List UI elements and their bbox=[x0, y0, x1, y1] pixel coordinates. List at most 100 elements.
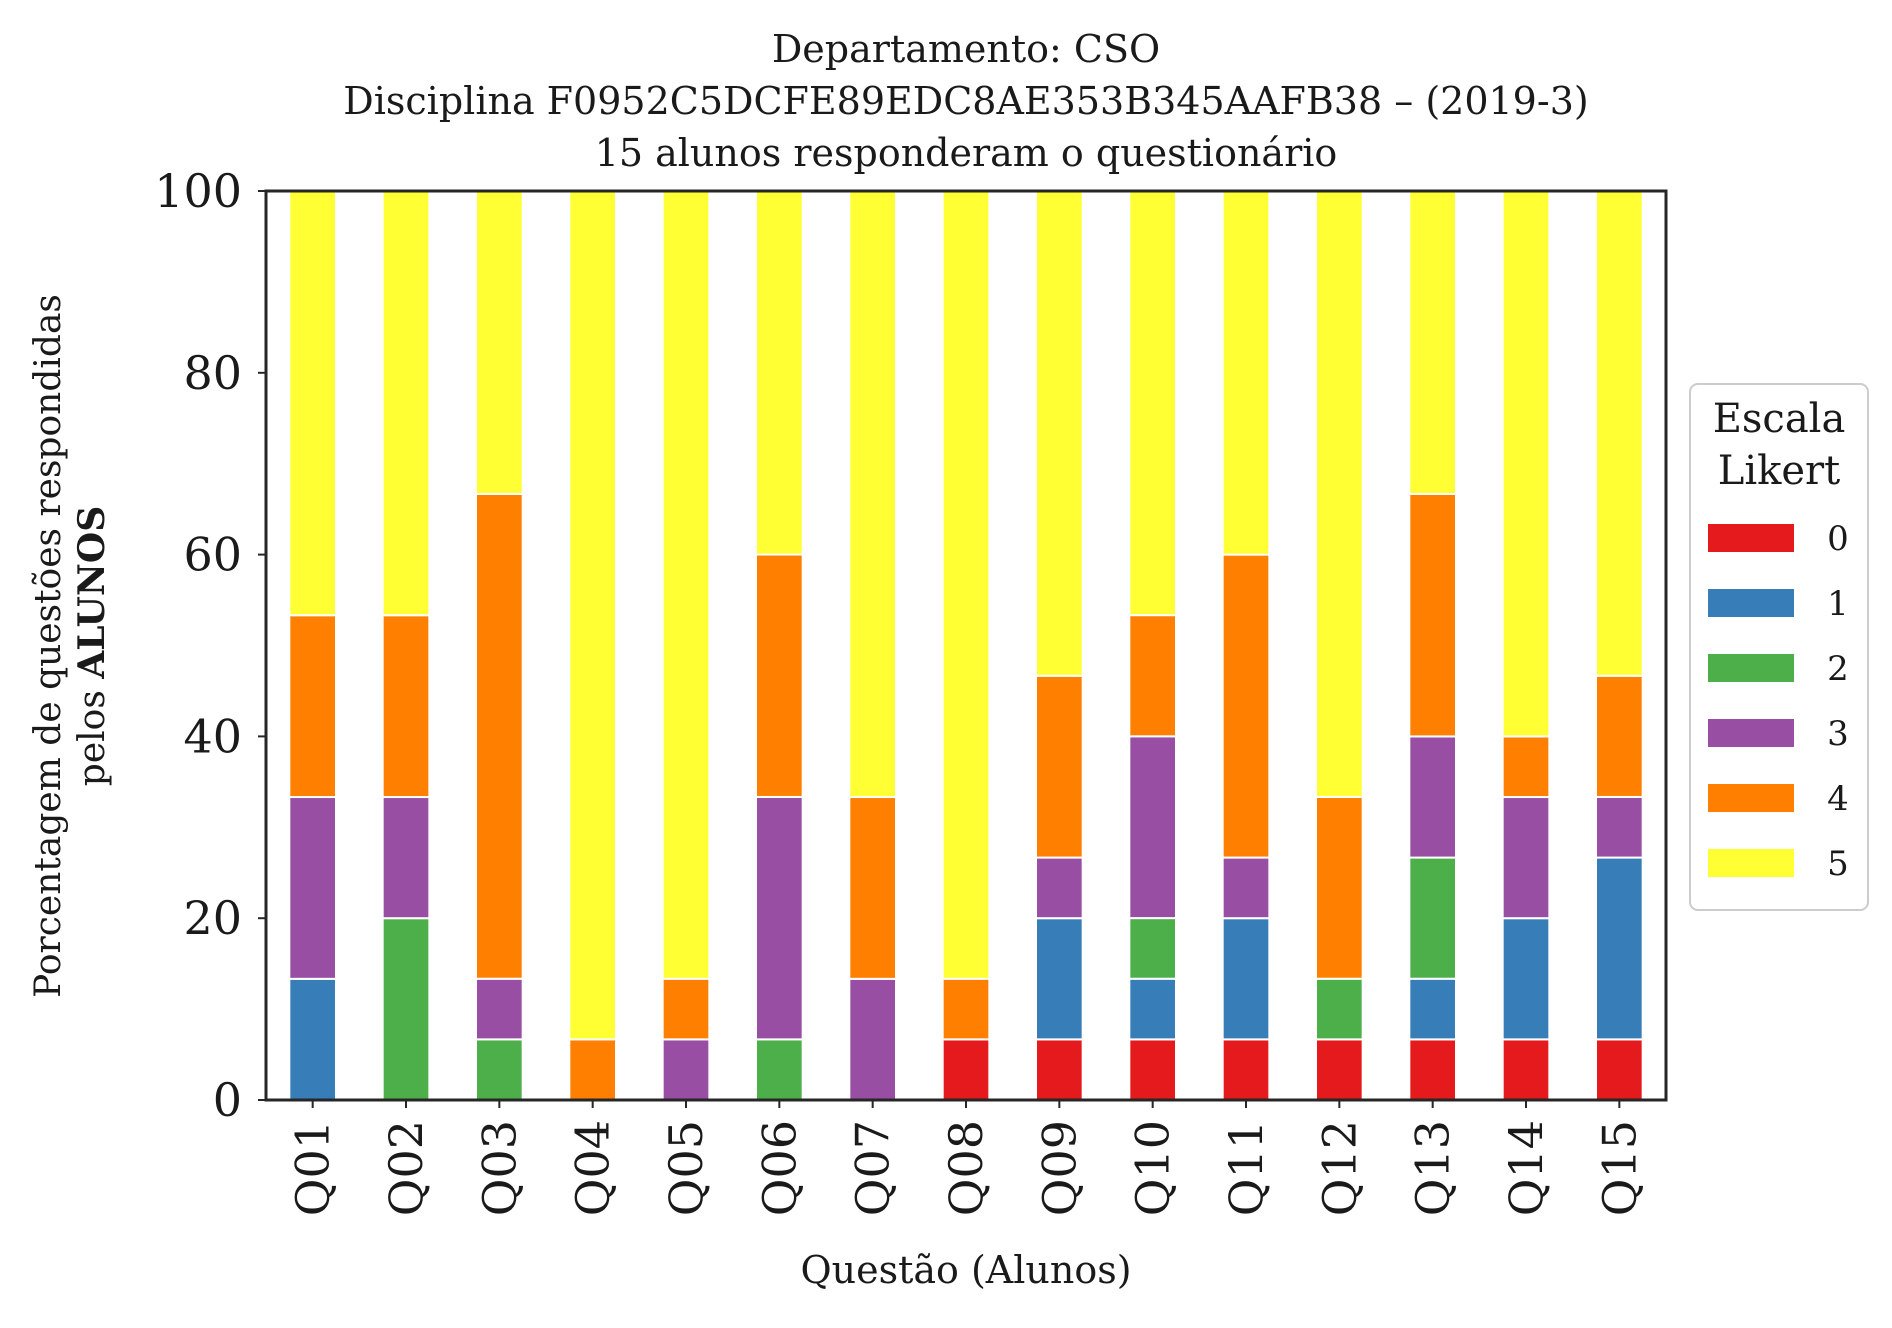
y-axis-label-emphasis: ALUNOS bbox=[71, 506, 113, 680]
bar-segment-q06-likert-4 bbox=[755, 553, 804, 798]
legend-swatch-2 bbox=[1708, 654, 1794, 682]
bars-group bbox=[288, 189, 1644, 1102]
bar-segment-q06-likert-3 bbox=[755, 795, 804, 1041]
y-axis-ticks: 0 20 40 60 80 100 bbox=[154, 164, 266, 1127]
legend-swatch-3 bbox=[1708, 719, 1794, 747]
bar-segment-q07-likert-5 bbox=[848, 190, 898, 799]
bar-segment-q09-likert-1 bbox=[1035, 917, 1084, 1041]
bar-segment-q15-likert-4 bbox=[1595, 674, 1644, 798]
bar-segment-q02-likert-2 bbox=[381, 917, 431, 1102]
bar-segment-q06-likert-5 bbox=[755, 189, 804, 556]
x-tick-label-q07: Q07 bbox=[846, 1120, 900, 1216]
x-tick-label-q03: Q03 bbox=[472, 1120, 526, 1216]
bar-segment-q10-likert-1 bbox=[1128, 977, 1177, 1041]
y-axis-label-line-1: Porcentagem de questões respondidas bbox=[28, 294, 69, 998]
bar-segment-q13-likert-5 bbox=[1408, 190, 1457, 495]
bar-segment-q13-likert-4 bbox=[1408, 492, 1457, 738]
bar-segment-q11-likert-1 bbox=[1221, 917, 1271, 1041]
bar-segment-q13-likert-2 bbox=[1408, 856, 1457, 980]
bar-segment-q01-likert-3 bbox=[288, 796, 337, 980]
x-tick-label-q05: Q05 bbox=[659, 1120, 713, 1216]
bar-segment-q05-likert-5 bbox=[661, 189, 711, 980]
bar-segment-q10-likert-5 bbox=[1128, 189, 1177, 617]
bar-segment-q12-likert-0 bbox=[1315, 1038, 1364, 1101]
bar-segment-q11-likert-4 bbox=[1221, 553, 1271, 859]
bar-segment-q13-likert-1 bbox=[1408, 977, 1457, 1041]
title-line-3: 15 alunos responderam o questionário bbox=[595, 131, 1338, 175]
legend-label-5: 5 bbox=[1827, 844, 1849, 884]
x-tick-label-q15: Q15 bbox=[1592, 1120, 1646, 1216]
y-tick-label-80: 80 bbox=[183, 346, 242, 400]
chart-title: Departamento: CSO Disciplina F0952C5DCFE… bbox=[343, 27, 1588, 175]
y-tick-label-60: 60 bbox=[183, 528, 242, 582]
x-tick-label-q12: Q12 bbox=[1312, 1120, 1366, 1216]
bar-segment-q09-likert-3 bbox=[1035, 856, 1084, 920]
legend-swatch-4 bbox=[1708, 784, 1794, 812]
x-tick-label-q08: Q08 bbox=[939, 1120, 993, 1216]
bar-segment-q09-likert-4 bbox=[1035, 674, 1084, 859]
x-tick-label-q09: Q09 bbox=[1032, 1120, 1086, 1216]
legend-swatch-0 bbox=[1708, 524, 1794, 552]
bar-segment-q08-likert-4 bbox=[941, 977, 991, 1041]
bar-segment-q10-likert-0 bbox=[1128, 1038, 1177, 1101]
bar-segment-q05-likert-4 bbox=[661, 977, 711, 1041]
title-line-1: Departamento: CSO bbox=[772, 27, 1160, 71]
legend: Escala Likert 0 1 2 3 4 5 bbox=[1689, 383, 1869, 911]
bar-segment-q13-likert-0 bbox=[1408, 1038, 1457, 1101]
x-tick-label-q04: Q04 bbox=[566, 1120, 620, 1216]
bar-segment-q10-likert-3 bbox=[1128, 735, 1177, 920]
y-tick-label-20: 20 bbox=[183, 891, 242, 945]
x-tick-label-q02: Q02 bbox=[379, 1120, 433, 1216]
bar-segment-q04-likert-4 bbox=[568, 1038, 618, 1101]
bar-segment-q15-likert-1 bbox=[1595, 856, 1644, 1041]
legend-frame bbox=[1689, 383, 1869, 911]
y-tick-label-100: 100 bbox=[154, 164, 242, 218]
bar-segment-q03-likert-2 bbox=[475, 1038, 524, 1101]
bar-segment-q04-likert-5 bbox=[568, 190, 618, 1041]
bar-segment-q07-likert-3 bbox=[848, 977, 898, 1102]
bar-segment-q15-likert-3 bbox=[1595, 795, 1644, 859]
bar-segment-q15-likert-0 bbox=[1595, 1038, 1644, 1101]
x-tick-label-q13: Q13 bbox=[1406, 1120, 1460, 1216]
bar-segment-q03-likert-5 bbox=[475, 190, 524, 495]
bar-segment-q03-likert-4 bbox=[475, 492, 524, 980]
bar-segment-q09-likert-5 bbox=[1035, 190, 1084, 677]
bar-segment-q14-likert-5 bbox=[1501, 190, 1551, 738]
bar-segment-q12-likert-4 bbox=[1315, 795, 1364, 980]
bar-segment-q05-likert-3 bbox=[661, 1038, 711, 1101]
legend-title-line-2: Likert bbox=[1718, 448, 1840, 494]
bar-segment-q01-likert-1 bbox=[288, 977, 337, 1102]
bar-segment-q09-likert-0 bbox=[1035, 1038, 1084, 1101]
legend-label-0: 0 bbox=[1827, 519, 1849, 559]
bar-segment-q10-likert-4 bbox=[1128, 614, 1177, 738]
x-axis-label: Questão (Alunos) bbox=[800, 1248, 1131, 1292]
bar-segment-q06-likert-2 bbox=[755, 1038, 804, 1101]
bar-segment-q14-likert-0 bbox=[1501, 1038, 1551, 1101]
y-axis-label-prefix: pelos bbox=[72, 679, 113, 786]
legend-label-2: 2 bbox=[1827, 649, 1849, 689]
plot-area-frame bbox=[264, 189, 1668, 1102]
x-tick-label-q01: Q01 bbox=[286, 1120, 340, 1216]
bar-segment-q14-likert-4 bbox=[1501, 735, 1551, 799]
bar-segment-q11-likert-3 bbox=[1221, 856, 1271, 920]
bar-segment-q01-likert-4 bbox=[288, 614, 337, 799]
bar-segment-q13-likert-3 bbox=[1408, 735, 1457, 859]
title-line-2: Disciplina F0952C5DCFE89EDC8AE353B345AAF… bbox=[343, 79, 1588, 123]
y-tick-label-40: 40 bbox=[183, 709, 242, 763]
bar-segment-q14-likert-1 bbox=[1501, 917, 1551, 1041]
legend-swatch-1 bbox=[1708, 589, 1794, 617]
y-axis-label: Porcentagem de questões respondidas pelo… bbox=[28, 294, 113, 998]
bar-segment-q15-likert-5 bbox=[1595, 190, 1644, 677]
bar-segment-q08-likert-0 bbox=[941, 1038, 991, 1101]
legend-label-1: 1 bbox=[1827, 584, 1849, 624]
y-tick-label-0: 0 bbox=[213, 1073, 242, 1127]
x-axis-ticks: Q01 Q02 Q03 Q04 Q05 Q06 Q07 Q08 Q09 Q10 Q11 Q12 Q13 Q… bbox=[286, 1100, 1646, 1216]
bar-segment-q08-likert-5 bbox=[941, 189, 991, 980]
bar-segment-q07-likert-4 bbox=[848, 796, 898, 980]
bar-segment-q11-likert-5 bbox=[1221, 190, 1271, 556]
bar-segment-q12-likert-2 bbox=[1315, 977, 1364, 1041]
bar-segment-q01-likert-5 bbox=[288, 190, 337, 617]
legend-title-line-1: Escala bbox=[1713, 396, 1846, 442]
